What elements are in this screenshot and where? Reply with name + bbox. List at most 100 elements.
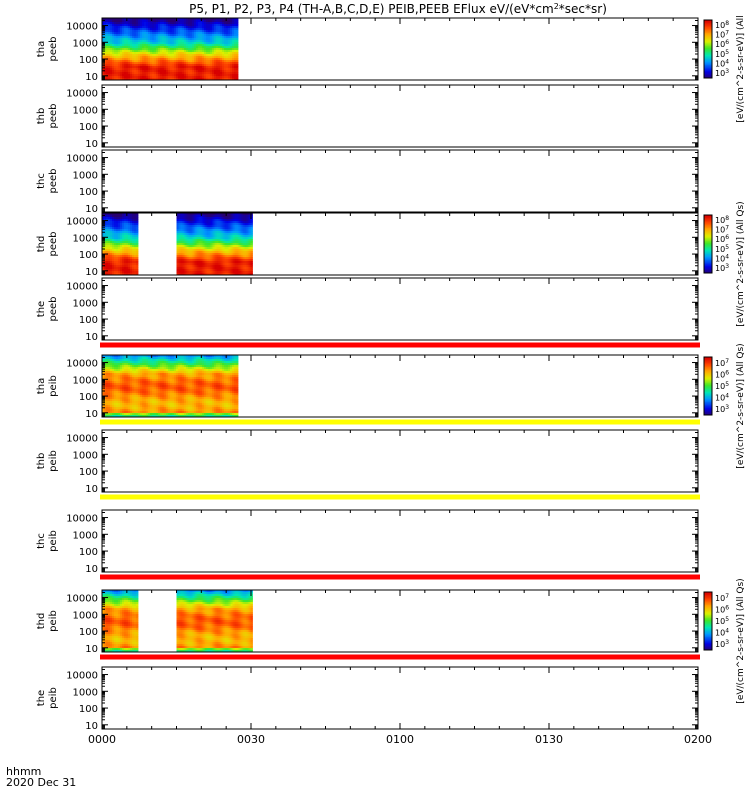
heatmap-cell [250, 217, 253, 220]
heatmap-cell [116, 24, 119, 27]
heatmap-cell [172, 52, 175, 55]
heatmap-cell [122, 227, 125, 230]
heatmap-cell [130, 58, 133, 61]
heatmap-cell [110, 373, 113, 376]
heatmap-cell [124, 377, 127, 380]
heatmap-cell [194, 259, 197, 262]
heatmap-cell [208, 38, 211, 41]
heatmap-cell [210, 213, 213, 216]
heatmap-cell [156, 30, 159, 33]
heatmap-cell [232, 32, 235, 35]
heatmap-cell [154, 52, 157, 55]
heatmap-cell [128, 227, 131, 230]
colorbar-cell [704, 261, 712, 264]
heatmap-cell [106, 367, 109, 370]
heatmap-cell [188, 74, 191, 77]
heatmap-cell [138, 22, 141, 25]
heatmap-cell [224, 227, 227, 230]
heatmap-cell [110, 389, 113, 392]
heatmap-cell [162, 24, 165, 27]
heatmap-cell [186, 233, 189, 236]
heatmap-cell [242, 273, 245, 276]
heatmap-cell [128, 357, 131, 360]
heatmap-cell [220, 235, 223, 238]
heatmap-cell [162, 58, 165, 61]
heatmap-cell [108, 395, 111, 398]
heatmap-cell [202, 233, 205, 236]
heatmap-cell [224, 237, 227, 240]
heatmap-cell [176, 217, 179, 220]
heatmap-cell [188, 28, 191, 31]
heatmap-cell [160, 58, 163, 61]
heatmap-cell [234, 219, 237, 222]
heatmap-cell [118, 50, 121, 53]
heatmap-cell [114, 22, 117, 25]
heatmap-cell [158, 38, 161, 41]
heatmap-cell [152, 58, 155, 61]
heatmap-cell [204, 76, 207, 79]
heatmap-cell [136, 361, 139, 364]
heatmap-cell [120, 381, 123, 384]
heatmap-cell [172, 56, 175, 59]
heatmap-cell [158, 24, 161, 27]
heatmap-cell [170, 68, 173, 71]
panel-label-probe: tha [36, 41, 47, 57]
heatmap-cell [208, 72, 211, 75]
heatmap-cell [116, 391, 119, 394]
heatmap-cell [190, 20, 193, 23]
heatmap-cell [192, 54, 195, 57]
heatmap-cell [190, 76, 193, 79]
heatmap-cell [196, 42, 199, 45]
heatmap-cell [134, 405, 137, 408]
heatmap-cell [190, 24, 193, 27]
heatmap-cell [188, 62, 191, 65]
heatmap-cell [134, 395, 137, 398]
heatmap-cell [186, 241, 189, 244]
heatmap-cell [206, 74, 209, 77]
heatmap-cell [202, 58, 205, 61]
heatmap-cell [114, 30, 117, 33]
heatmap-cell [132, 387, 135, 390]
heatmap-cell [112, 413, 115, 416]
heatmap-cell [180, 20, 183, 23]
heatmap-cell [210, 50, 213, 53]
heatmap-cell [134, 221, 137, 224]
heatmap-cell [174, 76, 177, 79]
heatmap-cell [106, 20, 109, 23]
heatmap-cell [188, 239, 191, 242]
heatmap-cell [210, 217, 213, 220]
heatmap-cell [232, 247, 235, 250]
heatmap-cell [140, 385, 143, 388]
heatmap-cell [114, 249, 117, 252]
heatmap-cell [132, 56, 135, 59]
heatmap-cell [196, 227, 199, 230]
heatmap-cell [176, 72, 179, 75]
heatmap-cell [240, 219, 243, 222]
heatmap-cell [118, 34, 121, 37]
heatmap-cell [108, 355, 111, 358]
heatmap-cell [204, 217, 207, 220]
heatmap-cell [126, 50, 129, 53]
heatmap-cell [244, 263, 247, 266]
heatmap-cell [218, 269, 221, 272]
heatmap-cell [126, 72, 129, 75]
heatmap-cell [192, 213, 195, 216]
heatmap-cell [162, 60, 165, 63]
heatmap-cell [212, 42, 215, 45]
heatmap-cell [138, 403, 141, 406]
heatmap-cell [130, 243, 133, 246]
heatmap-cell [182, 62, 185, 65]
heatmap-cell [106, 30, 109, 33]
heatmap-cell [110, 221, 113, 224]
heatmap-cell [174, 70, 177, 73]
heatmap-cell [246, 225, 249, 228]
heatmap-cell [246, 241, 249, 244]
heatmap-cell [124, 225, 127, 228]
heatmap-cell [196, 22, 199, 25]
heatmap-cell [180, 60, 183, 63]
heatmap-cell [224, 26, 227, 29]
heatmap-cell [196, 46, 199, 49]
heatmap-cell [236, 267, 239, 270]
heatmap-cell [104, 245, 107, 248]
heatmap-cell [118, 271, 121, 274]
